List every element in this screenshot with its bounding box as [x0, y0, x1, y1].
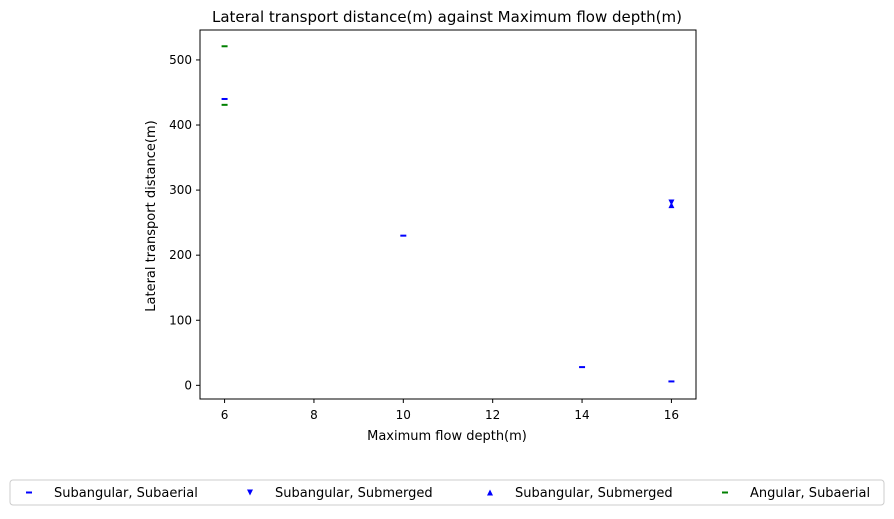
x-tick-label: 8 — [310, 408, 318, 422]
series-2 — [668, 202, 675, 209]
legend-item: Subangular, Subaerial — [26, 486, 198, 501]
chart-title: Lateral transport distance(m) against Ma… — [212, 8, 682, 26]
legend: Subangular, Subaerial Subangular, Submerg… — [9, 479, 885, 506]
plot-frame — [199, 29, 697, 400]
y-axis-label: Lateral transport distance(m) — [144, 120, 159, 311]
x-tick-label: 10 — [396, 408, 411, 422]
y-tick-label: 0 — [184, 378, 192, 392]
x-axis-label: Maximum flow depth(m) — [367, 429, 527, 444]
x-tick-label: 12 — [485, 408, 500, 422]
data-point — [668, 202, 675, 209]
legend-label: Subangular, Submerged — [275, 486, 433, 501]
x-tick-label: 16 — [664, 408, 679, 422]
series-3 — [221, 45, 228, 106]
legend-item: Subangular, Submerged — [487, 486, 673, 501]
y-tick-label: 400 — [169, 118, 192, 132]
legend-label: Subangular, Subaerial — [54, 486, 198, 501]
legend-marker — [247, 489, 253, 496]
legend-frame — [9, 479, 885, 506]
y-tick-label: 500 — [169, 53, 192, 67]
plot-area: 6 8 10 12 14 16 0 100 200 300 400 500 — [169, 29, 697, 422]
legend-marker — [487, 489, 493, 496]
x-tick-label: 6 — [221, 408, 229, 422]
y-tick-label: 200 — [169, 248, 192, 262]
y-tick-label: 100 — [169, 313, 192, 327]
x-tick-label: 14 — [574, 408, 589, 422]
series-0 — [221, 97, 675, 383]
legend-label: Angular, Subaerial — [750, 486, 870, 501]
legend-item: Subangular, Submerged — [247, 486, 433, 501]
legend-item: Angular, Subaerial — [722, 486, 870, 501]
y-tick-label: 300 — [169, 183, 192, 197]
legend-label: Subangular, Submerged — [515, 486, 673, 501]
